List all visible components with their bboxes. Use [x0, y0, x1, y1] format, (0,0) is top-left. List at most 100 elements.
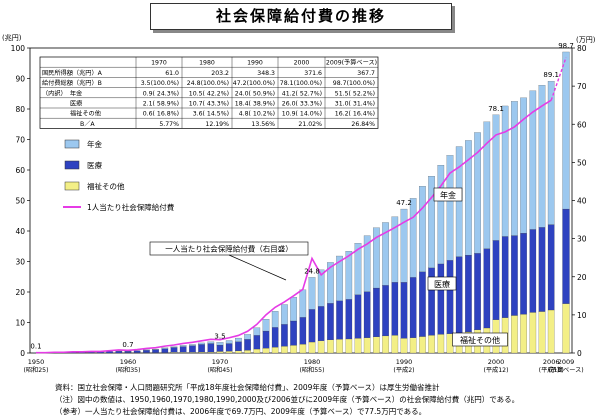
bar-segment-medical	[161, 348, 169, 353]
bar-segment-medical	[529, 229, 537, 313]
table-cell: 61.0	[165, 70, 179, 77]
table-cell: 367.7	[357, 70, 375, 77]
y-right-tick-label: 60	[577, 120, 587, 129]
y-right-tick-label: 80	[577, 44, 587, 53]
data-label: 78.1	[488, 105, 504, 113]
y-right-tick-label: 0	[577, 349, 582, 358]
bar-segment-medical	[511, 235, 518, 316]
bar-segment-medical	[327, 303, 334, 340]
segment-label-box	[427, 276, 457, 291]
x-tick-label: 2009	[558, 358, 575, 366]
bar-segment-welfare	[529, 312, 537, 354]
x-tick-sublabel: (昭和55)	[299, 366, 324, 374]
bar-segment-pension	[244, 334, 251, 340]
table-cell: 47.2(100.0%)	[233, 80, 275, 87]
table-cell: 24.8(100.0%)	[187, 80, 229, 87]
bar-segment-medical	[281, 324, 288, 347]
bar-segment-welfare	[253, 348, 261, 354]
table-cell: 0.6( 16.8%)	[143, 111, 179, 118]
data-label: 47.2	[396, 199, 412, 207]
bar-segment-welfare	[336, 339, 343, 354]
table-cell: 21.02%	[298, 121, 322, 128]
bar-segment-welfare	[400, 338, 408, 354]
bar-segment-pension	[474, 132, 481, 254]
bar-segment-pension	[520, 97, 527, 234]
legend-swatch	[64, 160, 80, 170]
bar-segment-welfare	[317, 340, 325, 354]
bar-segment-pension	[562, 51, 570, 210]
segment-label: 医療	[434, 279, 450, 289]
bar-segment-medical	[244, 339, 251, 351]
bar-segment-pension	[465, 140, 472, 256]
bar-segment-medical	[235, 341, 242, 351]
bar-segment-welfare	[244, 350, 251, 354]
table-cell: 4.8( 10.2%)	[239, 111, 275, 118]
table-header: 1990	[247, 60, 263, 67]
data-label: 0.7	[122, 341, 133, 349]
x-tick-sublabel: (昭和45)	[207, 366, 232, 374]
bar-segment-pension	[483, 121, 491, 249]
bar-segment-welfare	[299, 344, 307, 354]
table-row-label: 国民所得額（兆円）A	[42, 69, 103, 77]
bar-segment-medical	[308, 309, 316, 343]
bar-segment-medical	[271, 327, 279, 348]
data-label: 98.7	[558, 42, 574, 50]
bar-segment-pension	[290, 297, 297, 322]
table-cell: 18.4( 38.9%)	[235, 101, 275, 108]
table-header: 1970	[151, 60, 167, 67]
legend-label: 医療	[87, 160, 102, 170]
table-cell: 78.1(100.0%)	[280, 80, 322, 87]
bar-segment-pension	[170, 346, 178, 348]
bar-segment-medical	[354, 294, 362, 339]
bar-segment-medical	[115, 351, 123, 354]
bar-segment-medical	[538, 227, 546, 312]
table-cell: 3.5(100.0%)	[141, 80, 179, 87]
y-left-tick-label: 100	[11, 44, 26, 53]
chart-canvas: 010203040506070809010001020304050607080(…	[2, 33, 596, 374]
table-frame	[39, 56, 379, 129]
bar-segment-pension	[345, 251, 353, 300]
y-right-tick-label: 70	[577, 82, 587, 91]
bar-segment-pension	[492, 114, 500, 241]
table-cell: 2.1( 58.9%)	[143, 101, 179, 108]
bar-segment-medical	[133, 350, 141, 353]
legend-label: 福祉その他	[87, 181, 125, 191]
table-cell: 3.6( 14.5%)	[193, 111, 229, 118]
y-left-tick-label: 60	[15, 166, 25, 175]
bar-segment-medical	[474, 253, 481, 330]
bar-segment-medical	[290, 320, 297, 346]
bar-segment-medical	[225, 343, 233, 352]
note-reference: （参考）一人当たり社会保障給付費は、2006年度で69.7万円、2009年度（予…	[55, 407, 427, 416]
bar-segment-pension	[299, 289, 307, 318]
legend-label: 年金	[87, 139, 102, 149]
bar-segment-medical	[562, 208, 570, 304]
table-row-label: 給付費総額（兆円）B	[42, 79, 102, 87]
bar-segment-pension	[391, 216, 399, 283]
bar-segment-welfare	[308, 341, 316, 354]
table-row-label: 福祉その他	[70, 110, 101, 118]
bar-segment-medical	[483, 248, 491, 329]
bar-segment-medical	[409, 277, 417, 338]
bar-segment-medical	[419, 271, 426, 337]
bar-segment-welfare	[262, 348, 270, 354]
table-cell: 51.5( 52.2%)	[335, 90, 375, 97]
bar-segment-pension	[216, 342, 224, 346]
bar-segment-welfare	[520, 314, 527, 354]
bar-segment-welfare	[198, 351, 205, 354]
table-cell: 371.6	[304, 70, 322, 77]
bar-segment-pension	[207, 341, 215, 344]
bar-segment-pension	[538, 85, 546, 228]
bar-segment-pension	[179, 345, 187, 347]
bar-segment-medical	[207, 343, 215, 353]
bar-segment-pension	[235, 337, 242, 342]
notes: 資料：国立社会保障・人口問題研究所「平成18年度社会保障給付費」、2009年度（…	[55, 382, 595, 418]
bar-segment-medical	[382, 285, 389, 337]
x-tick-label: 1950	[28, 358, 45, 366]
per-capita-line	[36, 99, 552, 354]
y-left-tick-label: 10	[15, 319, 25, 328]
bar-segment-welfare	[562, 303, 570, 354]
x-tick-label: 2000	[488, 358, 505, 366]
bar-segment-medical	[253, 335, 261, 350]
bar-segment-medical	[520, 233, 527, 315]
y-right-axis-label: (万円)	[576, 36, 596, 44]
